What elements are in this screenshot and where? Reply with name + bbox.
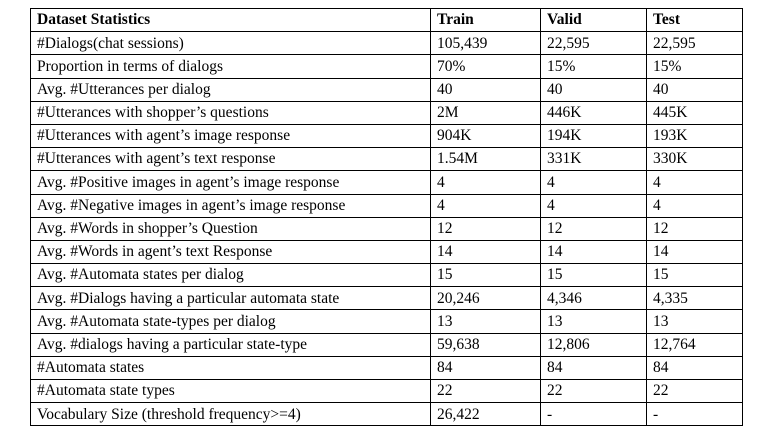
test-value: 13 <box>646 309 743 334</box>
train-value: 15 <box>430 263 541 288</box>
header-cell-dataset-statistics: Dataset Statistics <box>30 7 431 33</box>
row-label: #Automata states <box>30 355 431 381</box>
valid-value: 14 <box>540 239 647 265</box>
table-row: Avg. #Positive images in agent’s image r… <box>30 170 743 195</box>
valid-value: 22 <box>540 378 647 404</box>
test-value: 4 <box>646 170 743 195</box>
row-label: Avg. #Utterances per dialog <box>30 77 431 102</box>
row-label: Avg. #dialogs having a particular state-… <box>30 332 431 357</box>
valid-value: 84 <box>540 355 647 381</box>
table-row: Avg. #Automata states per dialog 15 15 15 <box>30 263 743 288</box>
row-label: Avg. #Words in agent’s text Response <box>30 239 431 265</box>
train-value: 4 <box>430 193 541 218</box>
row-label: Avg. #Dialogs having a particular automa… <box>30 286 431 311</box>
table-row: #Automata states 84 84 84 <box>30 355 743 381</box>
row-label: Vocabulary Size (threshold frequency>=4) <box>30 402 431 427</box>
test-value: 4,335 <box>646 286 743 311</box>
valid-value: 331K <box>540 147 647 172</box>
test-value: 15 <box>646 263 743 288</box>
row-label: #Automata state types <box>30 378 431 404</box>
valid-value: 22,595 <box>540 31 647 56</box>
valid-value: 40 <box>540 77 647 102</box>
test-value: 445K <box>646 100 743 125</box>
dataset-statistics-table: Dataset Statistics Train Valid Test #Dia… <box>30 7 743 427</box>
table-row: Avg. #Words in shopper’s Question 12 12 12 <box>30 216 743 241</box>
row-label: #Dialogs(chat sessions) <box>30 31 431 56</box>
header-cell-test: Test <box>646 7 743 33</box>
row-label: #Utterances with shopper’s questions <box>30 100 431 125</box>
table-row: #Dialogs(chat sessions) 105,439 22,595 22,5… <box>30 31 743 56</box>
table-row: Avg. #Utterances per dialog 40 40 40 <box>30 77 743 102</box>
header-row: Dataset Statistics Train Valid Test <box>30 7 743 33</box>
table-row: #Automata state types 22 22 22 <box>30 378 743 404</box>
test-value: 330K <box>646 147 743 172</box>
train-value: 904K <box>430 123 541 149</box>
table-row: #Utterances with shopper’s questions 2M 44… <box>30 100 743 125</box>
valid-value: 12,806 <box>540 332 647 357</box>
test-value: 22 <box>646 378 743 404</box>
train-value: 4 <box>430 170 541 195</box>
row-label: #Utterances with agent’s image response <box>30 123 431 149</box>
train-value: 105,439 <box>430 31 541 56</box>
row-label: Avg. #Automata state-types per dialog <box>30 309 431 334</box>
valid-value: 15 <box>540 263 647 288</box>
row-label: Avg. #Automata states per dialog <box>30 263 431 288</box>
valid-value: 446K <box>540 100 647 125</box>
row-label: Avg. #Positive images in agent’s image r… <box>30 170 431 195</box>
valid-value: 13 <box>540 309 647 334</box>
test-value: 193K <box>646 123 743 149</box>
test-value: 14 <box>646 239 743 265</box>
train-value: 70% <box>430 54 541 79</box>
header-cell-train: Train <box>430 7 541 33</box>
test-value: 40 <box>646 77 743 102</box>
test-value: 12,764 <box>646 332 743 357</box>
valid-value: 4,346 <box>540 286 647 311</box>
table-row: Avg. #Automata state-types per dialog 13 1… <box>30 309 743 334</box>
table-row: Avg. #dialogs having a particular state-… <box>30 332 743 357</box>
test-value: 22,595 <box>646 31 743 56</box>
train-value: 84 <box>430 355 541 381</box>
valid-value: 4 <box>540 193 647 218</box>
test-value: - <box>646 402 743 427</box>
valid-value: 12 <box>540 216 647 241</box>
train-value: 12 <box>430 216 541 241</box>
table-body: #Dialogs(chat sessions) 105,439 22,595 22,5… <box>30 31 743 427</box>
table-row: Avg. #Words in agent’s text Response 14 14… <box>30 239 743 265</box>
test-value: 84 <box>646 355 743 381</box>
valid-value: - <box>540 402 647 427</box>
test-value: 15% <box>646 54 743 79</box>
table-row: #Utterances with agent’s text response 1.… <box>30 147 743 172</box>
valid-value: 194K <box>540 123 647 149</box>
train-value: 59,638 <box>430 332 541 357</box>
valid-value: 15% <box>540 54 647 79</box>
train-value: 14 <box>430 239 541 265</box>
valid-value: 4 <box>540 170 647 195</box>
table-row: Vocabulary Size (threshold frequency>=4)… <box>30 402 743 427</box>
train-value: 1.54M <box>430 147 541 172</box>
table-row: #Utterances with agent’s image response 9… <box>30 123 743 149</box>
table-container: Dataset Statistics Train Valid Test #Dia… <box>30 7 743 427</box>
test-value: 12 <box>646 216 743 241</box>
train-value: 20,246 <box>430 286 541 311</box>
table-row: Proportion in terms of dialogs 70% 15% 15% <box>30 54 743 79</box>
train-value: 40 <box>430 77 541 102</box>
train-value: 2M <box>430 100 541 125</box>
row-label: Proportion in terms of dialogs <box>30 54 431 79</box>
row-label: #Utterances with agent’s text response <box>30 147 431 172</box>
table-row: Avg. #Dialogs having a particular automa… <box>30 286 743 311</box>
train-value: 22 <box>430 378 541 404</box>
train-value: 13 <box>430 309 541 334</box>
table-row: Avg. #Negative images in agent’s image r… <box>30 193 743 218</box>
row-label: Avg. #Words in shopper’s Question <box>30 216 431 241</box>
row-label: Avg. #Negative images in agent’s image r… <box>30 193 431 218</box>
train-value: 26,422 <box>430 402 541 427</box>
test-value: 4 <box>646 193 743 218</box>
header-cell-valid: Valid <box>540 7 647 33</box>
